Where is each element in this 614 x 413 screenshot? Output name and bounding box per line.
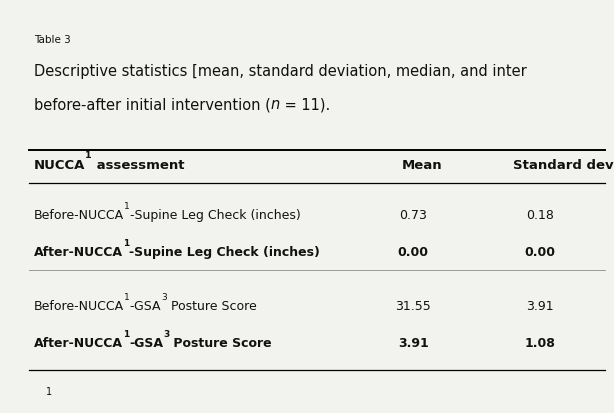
Text: 1: 1: [46, 386, 52, 396]
Text: NUCCA: NUCCA: [34, 158, 85, 171]
Text: -GSA: -GSA: [130, 299, 161, 312]
Text: -Supine Leg Check (inches): -Supine Leg Check (inches): [130, 209, 300, 221]
Text: = 11).: = 11).: [280, 97, 330, 112]
Text: 1: 1: [123, 329, 129, 338]
Text: before-after initial intervention (: before-after initial intervention (: [34, 97, 271, 112]
Text: Descriptive statistics [mean, standard deviation, median, and inter: Descriptive statistics [mean, standard d…: [34, 64, 527, 79]
Text: 1: 1: [124, 292, 130, 301]
Text: assessment: assessment: [91, 158, 184, 171]
Text: 0.00: 0.00: [398, 246, 429, 259]
Text: After-NUCCA: After-NUCCA: [34, 246, 123, 259]
Text: -Supine Leg Check (inches): -Supine Leg Check (inches): [129, 246, 320, 259]
Text: 31.55: 31.55: [395, 299, 431, 312]
Text: 0.18: 0.18: [526, 209, 554, 221]
Text: 3.91: 3.91: [527, 299, 554, 312]
Text: Before-NUCCA: Before-NUCCA: [34, 209, 124, 221]
Text: Posture Score: Posture Score: [167, 299, 257, 312]
Text: 1: 1: [124, 201, 130, 210]
Text: Standard deviation: Standard deviation: [513, 158, 614, 171]
Text: Table 3: Table 3: [34, 35, 71, 45]
Text: Before-NUCCA: Before-NUCCA: [34, 299, 124, 312]
Text: Mean: Mean: [402, 158, 443, 171]
Text: 1: 1: [123, 238, 129, 247]
Text: 1: 1: [85, 151, 91, 160]
Text: 1.08: 1.08: [525, 337, 556, 349]
Text: 3: 3: [163, 329, 169, 338]
Text: n: n: [271, 97, 280, 112]
Text: -GSA: -GSA: [129, 337, 163, 349]
Text: 0.73: 0.73: [399, 209, 427, 221]
Text: 3.91: 3.91: [398, 337, 429, 349]
Text: After-NUCCA: After-NUCCA: [34, 337, 123, 349]
Text: 0.00: 0.00: [525, 246, 556, 259]
Text: Posture Score: Posture Score: [169, 337, 272, 349]
Text: 3: 3: [161, 292, 167, 301]
